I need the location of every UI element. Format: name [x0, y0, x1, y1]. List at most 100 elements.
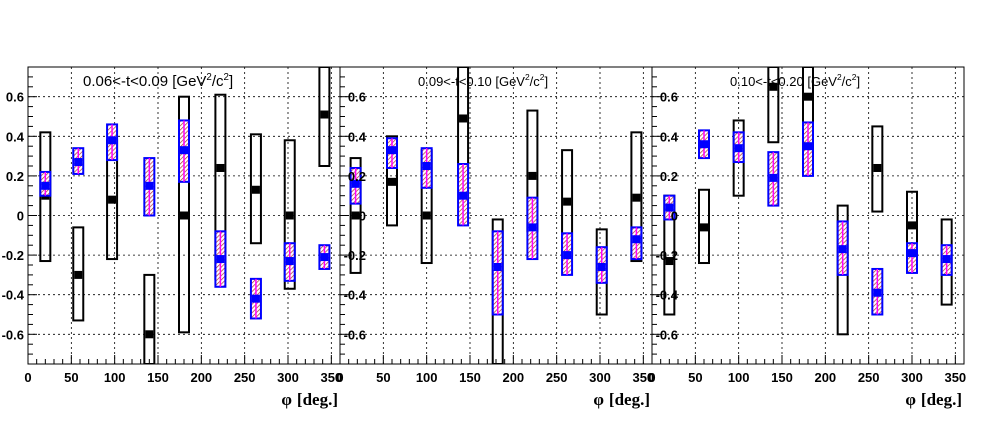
- y-tick-label: -0.6: [344, 327, 366, 342]
- data-point: [74, 270, 83, 279]
- x-tick-label: 350: [320, 370, 342, 385]
- sys-band-black: [386, 135, 398, 227]
- x-tick-label: 350: [632, 370, 654, 385]
- data-point: [180, 211, 188, 220]
- data-point: [251, 185, 260, 194]
- panel-2: -0.6 -0.4 -0.2 0 0.2 0.4 0.6 0 50 100 150 200 250 300…: [336, 66, 654, 409]
- x-tick-label: 250: [858, 370, 880, 385]
- title-text: 0.06<-t<0.09 [GeV: [83, 73, 206, 90]
- x-axis-title: φ [deg.]: [593, 390, 650, 409]
- data-point: [493, 262, 502, 271]
- data-point: [804, 142, 812, 151]
- data-point: [769, 82, 778, 91]
- sys-band-black: [143, 273, 156, 364]
- y-tick-label: -0.6: [2, 327, 24, 342]
- data-point: [459, 191, 468, 200]
- title-text: 0.10<-t<0.20 [GeV: [730, 74, 837, 89]
- data-point: [320, 110, 329, 119]
- data-layer: [39, 67, 331, 364]
- data-point: [563, 197, 572, 206]
- panel-1: -0.6 -0.4 -0.2 0 0.2 0.4 0.6 0 50 100 150 200 250 300…: [2, 66, 342, 409]
- title-text: 0.09<-t<0.10 [GeV: [418, 74, 525, 89]
- sys-band-black: [630, 131, 643, 263]
- data-point: [285, 257, 294, 266]
- y-tick-label: -0.4: [344, 288, 367, 303]
- data-point: [459, 114, 468, 123]
- data-point: [422, 211, 431, 220]
- panel-3: -0.6 -0.4 -0.2 0 0.2 0.4 0.6 0 50 100 150 200 250 300…: [648, 66, 966, 409]
- x-tick-label: 200: [190, 370, 212, 385]
- y-tick-label: 0: [671, 209, 678, 224]
- data-point: [528, 171, 537, 180]
- title-exp: 2: [525, 72, 530, 82]
- x-tick-label: 200: [502, 370, 524, 385]
- y-tick-label: -0.2: [2, 248, 24, 263]
- title-mid: /c: [530, 74, 541, 89]
- x-tick-label: 300: [901, 370, 923, 385]
- sys-band-black: [318, 67, 331, 167]
- data-point: [351, 179, 360, 188]
- title-end: ]: [229, 73, 233, 90]
- x-axis-unit: [deg.]: [297, 390, 338, 409]
- y-tick-label: -0.4: [656, 288, 679, 303]
- x-tick-label: 0: [648, 370, 655, 385]
- y-tick-label: -0.2: [656, 248, 678, 263]
- data-point: [528, 223, 537, 232]
- x-tick-label: 350: [944, 370, 966, 385]
- data-point: [320, 253, 329, 262]
- sys-band-black: [349, 157, 362, 274]
- data-point: [908, 249, 916, 258]
- data-point: [251, 294, 260, 303]
- x-axis-unit: [deg.]: [921, 390, 962, 409]
- data-point: [942, 255, 951, 264]
- x-tick-label: 300: [589, 370, 611, 385]
- data-point: [804, 92, 812, 101]
- y-tick-label: 0: [359, 209, 366, 224]
- data-point: [108, 195, 117, 204]
- y-tick-label: 0.2: [6, 169, 24, 184]
- data-point: [180, 146, 188, 155]
- data-point: [422, 162, 431, 170]
- title-exp: 2: [837, 72, 842, 82]
- sys-band-black: [871, 125, 884, 213]
- data-layer: [663, 67, 953, 336]
- data-point: [145, 181, 154, 190]
- x-tick-label: 250: [546, 370, 568, 385]
- y-tick-label: -0.6: [656, 327, 678, 342]
- data-point: [873, 163, 882, 172]
- data-point: [351, 211, 360, 220]
- data-point: [74, 158, 83, 167]
- sys-band-black: [698, 188, 710, 265]
- title-end: ]: [545, 74, 549, 89]
- data-point: [108, 136, 117, 145]
- data-point: [632, 193, 641, 202]
- x-tick-label: 50: [64, 370, 78, 385]
- panel-title: 0.09<-t<0.10 [GeV2/c2]: [418, 72, 548, 89]
- data-point: [388, 146, 396, 155]
- data-point: [665, 203, 674, 212]
- data-point: [769, 173, 778, 182]
- plot-frame: [651, 66, 965, 365]
- title-mid: /c: [212, 73, 224, 90]
- data-point: [700, 140, 708, 149]
- y-tick-label: -0.2: [344, 248, 366, 263]
- x-axis-unit: [deg.]: [609, 390, 650, 409]
- data-point: [632, 235, 641, 244]
- data-point: [216, 255, 225, 264]
- x-tick-label: 100: [416, 370, 438, 385]
- x-tick-label: 250: [234, 370, 256, 385]
- x-tick-label: 200: [814, 370, 836, 385]
- x-tick-label: 300: [277, 370, 299, 385]
- data-point: [145, 330, 154, 339]
- title-exp: 2: [206, 72, 211, 83]
- y-tick-label: 0.2: [348, 169, 366, 184]
- data-point: [563, 251, 572, 260]
- data-layer: [349, 67, 643, 364]
- y-tick-label: 0.4: [660, 129, 679, 144]
- x-axis-title: φ [deg.]: [281, 390, 338, 409]
- data-point: [41, 181, 50, 190]
- x-axis-title: φ [deg.]: [905, 390, 962, 409]
- x-tick-label: 50: [688, 370, 702, 385]
